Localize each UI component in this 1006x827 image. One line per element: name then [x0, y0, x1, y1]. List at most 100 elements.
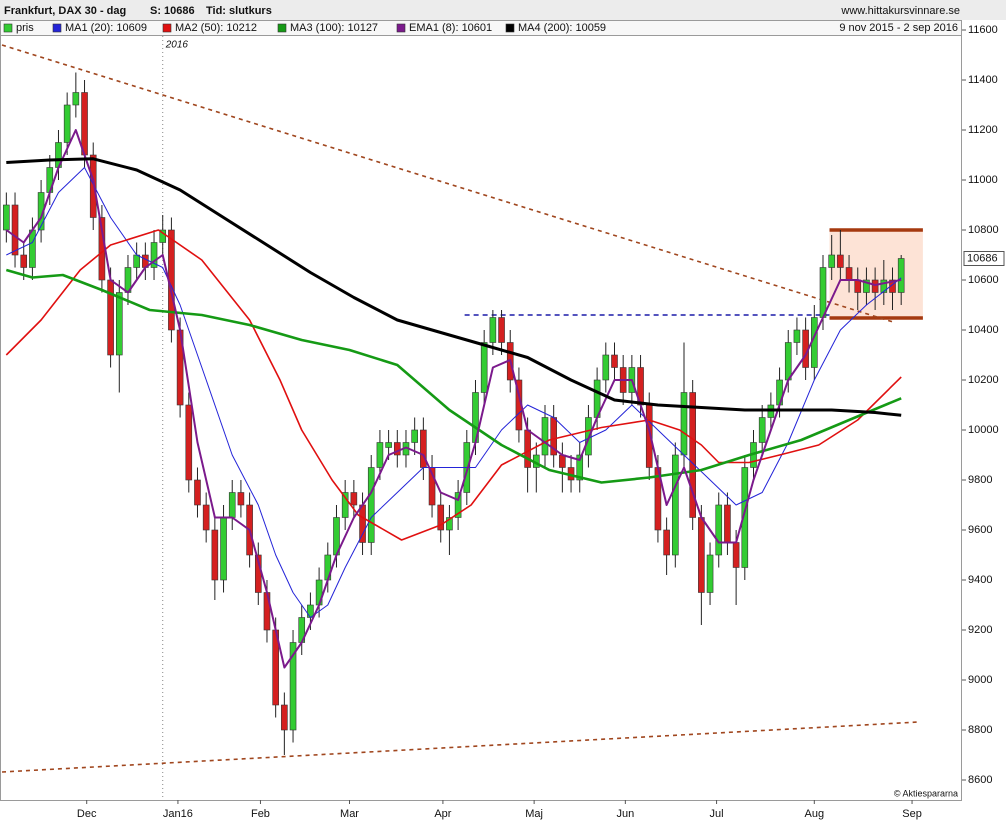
candle-body — [541, 417, 549, 456]
last-value-label: 10686 — [967, 252, 998, 264]
trendline — [1, 721, 919, 773]
candle-body — [437, 504, 445, 531]
range-box — [829, 230, 923, 318]
candle-body — [89, 154, 97, 218]
candle-body — [741, 467, 749, 568]
y-tick-label: 11000 — [968, 174, 998, 186]
legend-entry-swatch — [277, 23, 287, 33]
candle-body — [185, 404, 193, 481]
candle-body — [159, 229, 167, 243]
x-tick-label: Apr — [434, 808, 451, 820]
candle-body — [341, 492, 349, 518]
candle-body — [672, 454, 679, 556]
candle-body — [897, 258, 905, 293]
candle-body — [793, 329, 801, 343]
legend-entry-swatch — [396, 23, 406, 33]
source: www.hittakursvinnare.se — [840, 5, 960, 17]
candle-body — [480, 342, 488, 393]
candle-body — [498, 317, 505, 343]
candle-body — [758, 417, 766, 443]
candle-body — [663, 529, 670, 556]
candle-body — [559, 454, 566, 468]
candle-body — [63, 104, 71, 143]
candle-body — [359, 504, 366, 543]
candle-body — [845, 267, 853, 281]
legend-entry-swatch — [3, 23, 13, 33]
candle-body — [454, 492, 462, 518]
candle-body — [880, 279, 888, 293]
candle-body — [489, 317, 497, 343]
y-tick-label: 10200 — [968, 374, 999, 386]
last-value-box — [963, 251, 1005, 266]
y-tick-label: 10600 — [968, 274, 999, 286]
ma-line — [5, 129, 902, 669]
x-tick-label: Jun — [616, 808, 634, 820]
price-type: Tid: slutkurs — [206, 5, 272, 17]
x-tick-label: Aug — [805, 808, 825, 820]
candle-body — [698, 517, 705, 593]
candle-body — [724, 504, 731, 543]
y-tick-label: 11600 — [968, 24, 998, 36]
ma-line — [6, 167, 902, 618]
x-tick-label: Feb — [251, 808, 270, 820]
candle-body — [446, 517, 453, 531]
candle-body — [819, 267, 827, 318]
legend-entry: MA1 (20): 10609 — [65, 22, 147, 34]
legend-entry-swatch — [52, 23, 62, 33]
candle-body — [202, 504, 210, 531]
y-tick-label: 10400 — [968, 324, 999, 336]
candle-body — [72, 92, 80, 106]
candle-body — [393, 442, 401, 456]
x-tick-label: Jan16 — [163, 808, 193, 820]
candle-body — [20, 254, 28, 268]
legend-entry-swatch — [162, 23, 172, 33]
candle-body — [220, 517, 227, 581]
candle-body — [602, 354, 610, 381]
y-tick-label: 9800 — [968, 474, 992, 486]
legend-entry: EMA1 (8): 10601 — [409, 22, 492, 34]
candle-body — [376, 442, 384, 468]
candle-body — [194, 479, 201, 506]
y-tick-label: 9600 — [968, 524, 992, 536]
y-tick-label: 8600 — [968, 774, 992, 786]
candle-body — [871, 279, 879, 293]
legend-entry: MA2 (50): 10212 — [175, 22, 257, 34]
x-tick-label: Maj — [525, 808, 543, 820]
legend-entry: pris — [16, 22, 34, 34]
candle-body — [863, 279, 870, 293]
credit: © Aktiespararna — [894, 788, 958, 798]
candle-body — [289, 642, 297, 731]
candle-body — [385, 442, 392, 448]
candle-body — [133, 254, 140, 268]
candle-body — [228, 492, 236, 518]
y-tick-label: 11200 — [968, 124, 998, 136]
candle-body — [828, 254, 835, 268]
year-label: 2016 — [165, 40, 189, 51]
x-tick-label: Sep — [902, 808, 922, 820]
candle-body — [81, 92, 88, 156]
ma-line — [6, 157, 902, 417]
y-tick-label: 9000 — [968, 674, 992, 686]
trendline — [1, 44, 895, 324]
candle-body — [107, 279, 114, 356]
candle-body — [367, 467, 375, 543]
candle-body — [350, 492, 358, 506]
y-tick-label: 10000 — [968, 424, 999, 436]
candle-body — [237, 492, 245, 506]
candle-body — [411, 429, 418, 443]
candle-body — [150, 242, 158, 268]
candle-body — [281, 704, 288, 731]
candle-body — [524, 429, 531, 468]
chart-title: Frankfurt, DAX 30 - dag — [4, 5, 126, 17]
x-tick-label: Mar — [340, 808, 359, 820]
candle-body — [11, 204, 19, 256]
y-tick-label: 10800 — [968, 224, 999, 236]
x-tick-label: Jul — [710, 808, 724, 820]
y-tick-label: 8800 — [968, 724, 992, 736]
header-bg — [0, 0, 1006, 20]
legend-entry-swatch — [505, 23, 515, 33]
ma-line — [5, 268, 902, 484]
candle-body — [854, 279, 862, 293]
